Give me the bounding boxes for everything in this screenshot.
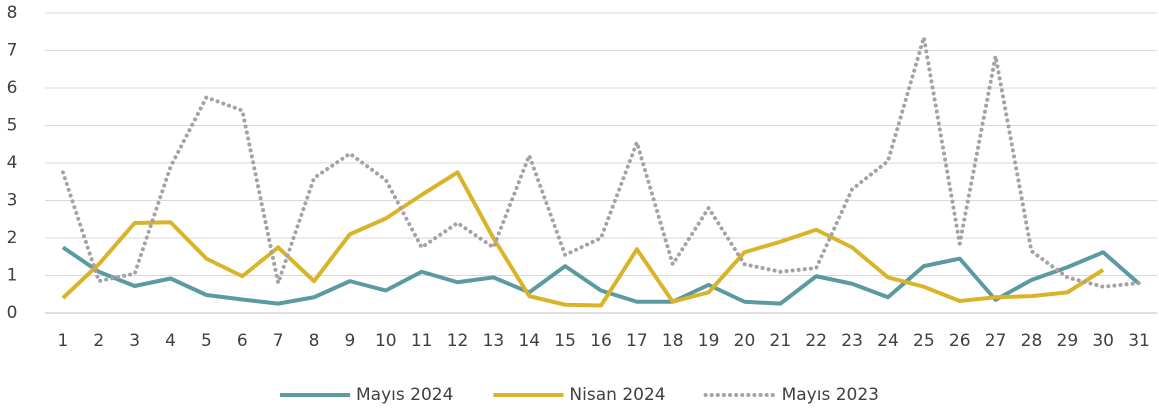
- x-tick-label: 28: [1021, 331, 1043, 351]
- x-tick-label: 19: [698, 331, 720, 351]
- x-tick-label: 30: [1092, 331, 1114, 351]
- x-tick-label: 14: [518, 331, 540, 351]
- x-tick-label: 17: [626, 331, 648, 351]
- y-tick-label: 8: [7, 3, 18, 23]
- x-tick-label: 27: [985, 331, 1007, 351]
- x-tick-label: 11: [411, 331, 433, 351]
- x-tick-label: 5: [201, 331, 212, 351]
- y-tick-label: 1: [7, 266, 18, 286]
- legend-label: Nisan 2024: [569, 385, 665, 405]
- legend-label: Mayıs 2024: [356, 385, 453, 405]
- x-tick-label: 26: [949, 331, 971, 351]
- x-tick-label: 18: [662, 331, 684, 351]
- series-line: [61, 245, 1141, 306]
- x-tick-label: 20: [734, 331, 756, 351]
- y-tick-label: 3: [7, 191, 18, 211]
- legend-label: Mayıs 2023: [782, 385, 879, 405]
- x-tick-label: 23: [841, 331, 863, 351]
- x-tick-label: 13: [483, 331, 505, 351]
- x-tick-label: 31: [1128, 331, 1150, 351]
- x-tick-label: 24: [877, 331, 899, 351]
- y-tick-label: 4: [7, 153, 18, 173]
- y-tick-label: 2: [7, 228, 18, 248]
- x-tick-label: 22: [805, 331, 827, 351]
- y-tick-label: 7: [7, 41, 18, 61]
- series-line: [61, 170, 1105, 308]
- x-tick-label: 10: [375, 331, 397, 351]
- x-tick-label: 21: [770, 331, 792, 351]
- x-tick-label: 4: [165, 331, 176, 351]
- x-tick-label: 16: [590, 331, 612, 351]
- x-tick-label: 12: [447, 331, 469, 351]
- x-tick-label: 29: [1057, 331, 1079, 351]
- x-tick-label: 1: [58, 331, 69, 351]
- x-tick-label: 9: [344, 331, 355, 351]
- x-tick-label: 15: [554, 331, 576, 351]
- x-tick-label: 2: [93, 331, 104, 351]
- x-tick-label: 7: [273, 331, 284, 351]
- x-tick-label: 25: [913, 331, 935, 351]
- x-tick-label: 6: [237, 331, 248, 351]
- x-tick-label: 3: [129, 331, 140, 351]
- series-line: [60, 36, 1142, 291]
- y-tick-label: 5: [7, 116, 18, 136]
- x-tick-label: 8: [309, 331, 320, 351]
- y-tick-label: 0: [7, 303, 18, 323]
- y-tick-label: 6: [7, 78, 18, 98]
